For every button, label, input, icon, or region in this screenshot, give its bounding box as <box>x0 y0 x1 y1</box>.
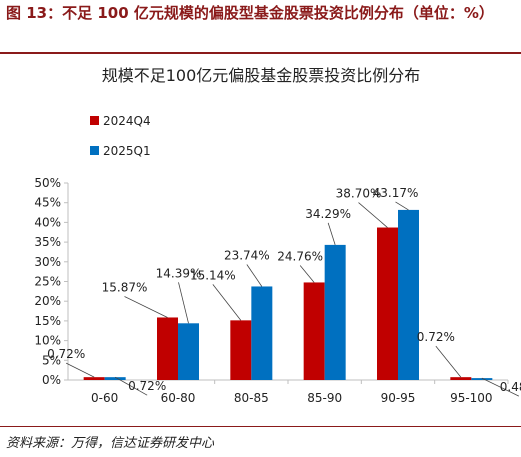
x-tick-label: 60-80 <box>161 391 196 405</box>
bars <box>83 209 493 380</box>
x-tick-label: 0-60 <box>91 391 118 405</box>
label-leader <box>124 296 168 318</box>
data-label-2024Q4-95-100: 0.72% <box>417 330 455 344</box>
x-tick-label: 80-85 <box>234 391 269 405</box>
y-tick-label: 25% <box>34 275 61 289</box>
bar-2025Q1-0-60 <box>104 377 126 380</box>
data-label-2025Q1-90-95: 43.17% <box>373 186 419 200</box>
y-tick-label: 15% <box>34 314 61 328</box>
y-tick-label: 10% <box>34 334 61 348</box>
y-tick-label: 35% <box>34 235 61 249</box>
label-leader <box>299 265 315 283</box>
bar-2024Q4-80-85 <box>230 320 252 380</box>
y-tick-label: 30% <box>34 255 61 269</box>
label-leader <box>395 201 409 211</box>
data-label-2024Q4-80-85: 15.14% <box>190 268 236 282</box>
data-label-2025Q1-80-85: 23.74% <box>224 248 270 262</box>
data-label-2024Q4-90-95: 38.70% <box>336 187 382 201</box>
bar-2024Q4-85-90 <box>303 282 325 380</box>
bar-2024Q4-60-80 <box>157 317 178 380</box>
y-tick-label: 50% <box>34 176 61 190</box>
legend-label-2025Q1: 2025Q1 <box>103 144 151 158</box>
x-tick-label: 85-90 <box>307 391 342 405</box>
label-leader <box>435 345 462 378</box>
legend: 2024Q4 2025Q1 <box>90 114 151 158</box>
data-label-2025Q1-0-60: 0.72% <box>128 379 166 393</box>
y-tick-label: 40% <box>34 215 61 229</box>
data-label-2024Q4-60-80: 15.87% <box>102 280 148 294</box>
x-tick-label: 90-95 <box>381 391 416 405</box>
bar-2025Q1-85-90 <box>324 244 346 380</box>
bar-2025Q1-90-95 <box>398 209 419 380</box>
label-leader <box>358 202 388 228</box>
bar-2025Q1-80-85 <box>251 286 273 380</box>
bar-2024Q4-90-95 <box>377 227 398 380</box>
chart-title: 规模不足100亿元偏股基金股票投资比例分布 <box>102 66 421 85</box>
data-label-2024Q4-0-60: 0.72% <box>47 347 85 361</box>
x-tick-label: 95-100 <box>450 391 493 405</box>
data-label-2025Q1-85-90: 34.29% <box>305 207 351 221</box>
y-tick-label: 20% <box>34 294 61 308</box>
label-leader <box>114 376 148 396</box>
label-leader <box>65 362 95 378</box>
bar-chart: 规模不足100亿元偏股基金股票投资比例分布 2024Q4 2025Q1 0% 5% 1… <box>34 66 521 405</box>
data-label-2025Q1-95-100: 0.48% <box>500 380 521 394</box>
label-leader <box>327 222 336 246</box>
bar-2024Q4-95-100 <box>450 377 472 380</box>
source-note: 资料来源：万得，信达证券研发中心 <box>6 436 215 451</box>
label-leader <box>178 282 189 324</box>
label-leader <box>246 264 263 287</box>
bar-2025Q1-60-80 <box>178 323 199 380</box>
data-label-2024Q4-85-90: 24.76% <box>277 249 323 263</box>
source-divider <box>0 426 521 427</box>
data-labels: 0.72% 15.87% 15.14% 24.76% 38.70% 0.72% 0.72% 1… <box>47 186 521 397</box>
y-tick-label: 45% <box>34 196 61 210</box>
legend-label-2024Q4: 2024Q4 <box>103 114 151 128</box>
data-label-2025Q1-60-80: 14.39% <box>156 266 202 280</box>
caption-divider <box>0 52 521 54</box>
label-leader <box>212 284 242 321</box>
legend-swatch-2025Q1 <box>90 146 99 155</box>
axes: 0% 5% 10% 15% 20% 25% 30% 35% 40% 45% 50% 0-60 60-80… <box>34 176 509 405</box>
legend-swatch-2024Q4 <box>90 116 99 125</box>
y-tick-label: 0% <box>42 373 61 387</box>
bar-2024Q4-0-60 <box>83 377 105 380</box>
y-tick-label: 5% <box>42 353 61 367</box>
figure-caption: 图 13：不足 100 亿元规模的偏股型基金股票投资比例分布（单位：%） <box>6 4 494 22</box>
bar-2025Q1-95-100 <box>471 378 493 380</box>
label-leader <box>481 377 520 397</box>
